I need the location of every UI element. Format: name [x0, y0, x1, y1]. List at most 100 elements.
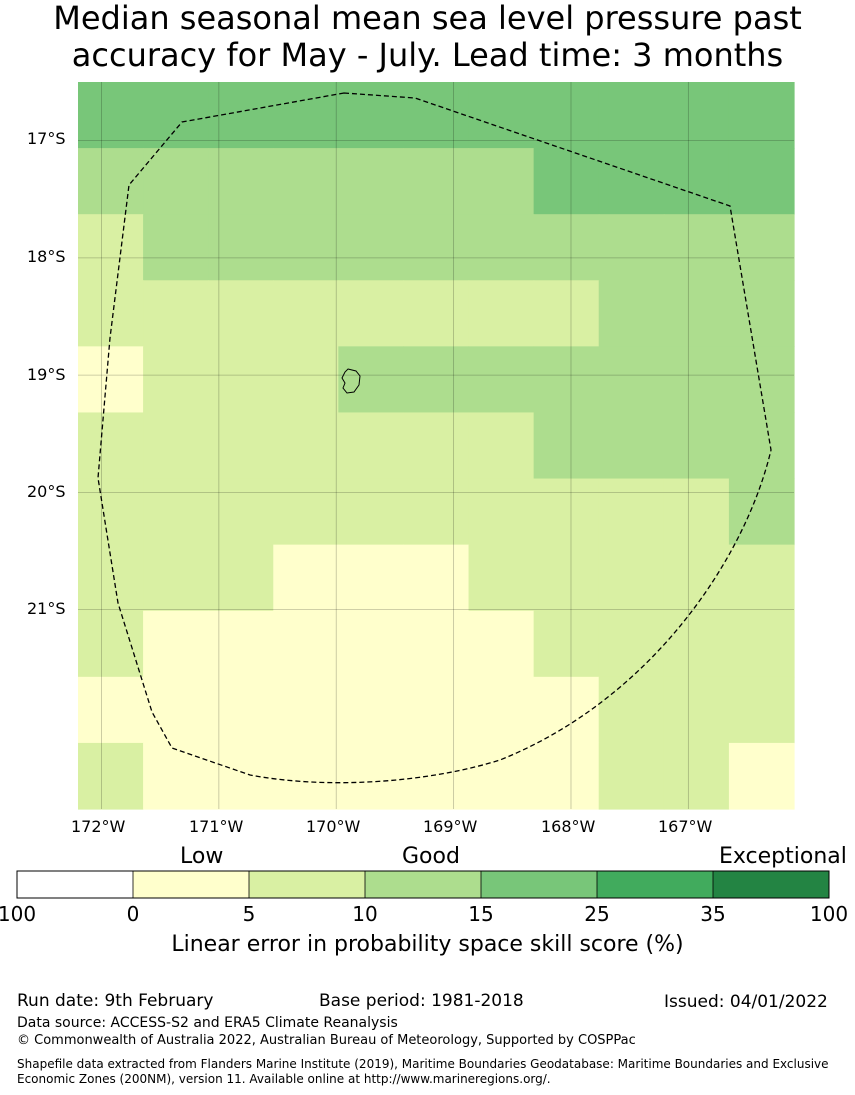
skill-cell — [143, 742, 209, 810]
colorbar-segment-2 — [249, 871, 365, 898]
skill-cell — [598, 610, 665, 678]
skill-cell — [728, 148, 795, 215]
skill-cell — [468, 346, 535, 414]
skill-cell — [273, 610, 339, 678]
skill-cell — [728, 676, 795, 744]
colorbar-tick: 15 — [468, 902, 494, 926]
skill-cell — [728, 82, 795, 149]
shapefile-credit-line-1: Shapefile data extracted from Flanders M… — [17, 1057, 829, 1071]
skill-cell — [208, 82, 274, 149]
skill-cell — [533, 82, 600, 149]
skill-cell — [533, 280, 600, 347]
skill-cell — [598, 676, 665, 744]
lon-label-170w: 170°W — [306, 817, 361, 836]
skill-cell — [598, 148, 665, 215]
colorbar-tick: 25 — [584, 902, 610, 926]
skill-cell — [338, 478, 405, 546]
colorbar-segment-4 — [481, 871, 597, 898]
colorbar-segment-0 — [17, 871, 133, 898]
skill-cell — [663, 346, 730, 414]
skill-cell — [728, 412, 795, 480]
skill-cell — [143, 280, 209, 347]
skill-cell — [533, 346, 600, 414]
skill-cell — [78, 82, 144, 149]
colorbar — [16, 870, 830, 899]
run-date: Run date: 9th February — [17, 991, 214, 1011]
lon-label-171w: 171°W — [189, 817, 244, 836]
skill-cell — [208, 412, 274, 480]
skill-cell — [143, 214, 209, 281]
title-line-1: Median seasonal mean sea level pressure … — [53, 0, 802, 37]
skill-cell — [403, 214, 470, 281]
skill-cell — [403, 148, 470, 215]
skill-cell — [403, 82, 470, 149]
skill-cell — [663, 610, 730, 678]
lat-label-21s: 21°S — [27, 599, 66, 618]
skill-cell — [598, 544, 665, 612]
skill-cell — [533, 742, 600, 810]
skill-cell — [468, 676, 535, 744]
map-title: Median seasonal mean sea level pressure … — [0, 0, 855, 74]
skill-cell — [208, 214, 274, 281]
skill-cell — [533, 544, 600, 612]
colorbar-tick: 5 — [242, 902, 256, 926]
skill-cell — [273, 478, 339, 546]
island-outline — [341, 368, 361, 394]
skill-cell — [728, 280, 795, 347]
skill-cell — [273, 214, 339, 281]
skill-cell — [78, 148, 144, 215]
skill-cell — [403, 478, 470, 546]
skill-cell — [403, 412, 470, 480]
skill-cell — [403, 610, 470, 678]
lat-label-20s: 20°S — [27, 482, 66, 501]
skill-cell — [468, 544, 535, 612]
title-line-2: accuracy for May - July. Lead time: 3 mo… — [71, 36, 784, 74]
skill-cell — [663, 676, 730, 744]
colorbar-segment-6 — [713, 871, 829, 898]
skill-cell — [143, 412, 209, 480]
skill-cell — [533, 412, 600, 480]
skill-cell — [728, 742, 795, 810]
skill-cell — [403, 280, 470, 347]
skill-cell — [663, 148, 730, 215]
skill-cell — [728, 610, 795, 678]
skill-cell — [468, 478, 535, 546]
skill-cell — [728, 346, 795, 414]
skill-cell — [468, 412, 535, 480]
skill-cell — [208, 610, 274, 678]
eez-boundary — [97, 92, 772, 784]
skill-cell — [338, 544, 405, 612]
skill-cell — [403, 544, 470, 612]
skill-cell — [533, 676, 600, 744]
skill-cell — [598, 346, 665, 414]
colorbar-segment-3 — [365, 871, 481, 898]
skill-cell — [533, 214, 600, 281]
skill-cell — [598, 82, 665, 149]
lat-label-18s: 18°S — [27, 247, 66, 266]
skill-cell — [338, 82, 405, 149]
skill-cell — [403, 346, 470, 414]
skill-cell — [208, 280, 274, 347]
skill-cell — [143, 544, 209, 612]
skill-cell — [273, 82, 339, 149]
skill-cell — [273, 742, 339, 810]
skill-cell — [338, 148, 405, 215]
category-exceptional: Exceptional — [719, 844, 847, 869]
skill-cell — [403, 742, 470, 810]
skill-cell — [338, 214, 405, 281]
skill-cell — [273, 346, 339, 414]
skill-cell — [78, 280, 144, 347]
skill-cell — [468, 148, 535, 215]
skill-cell — [208, 148, 274, 215]
lon-label-167w: 167°W — [658, 817, 713, 836]
colorbar-frame — [16, 870, 830, 899]
skill-cell — [273, 412, 339, 480]
skill-cell — [663, 82, 730, 149]
skill-cell — [78, 346, 144, 414]
skill-cell — [598, 214, 665, 281]
skill-cell — [728, 544, 795, 612]
skill-cell — [78, 412, 144, 480]
skill-cell — [533, 148, 600, 215]
skill-cell — [143, 478, 209, 546]
skill-cell — [273, 280, 339, 347]
